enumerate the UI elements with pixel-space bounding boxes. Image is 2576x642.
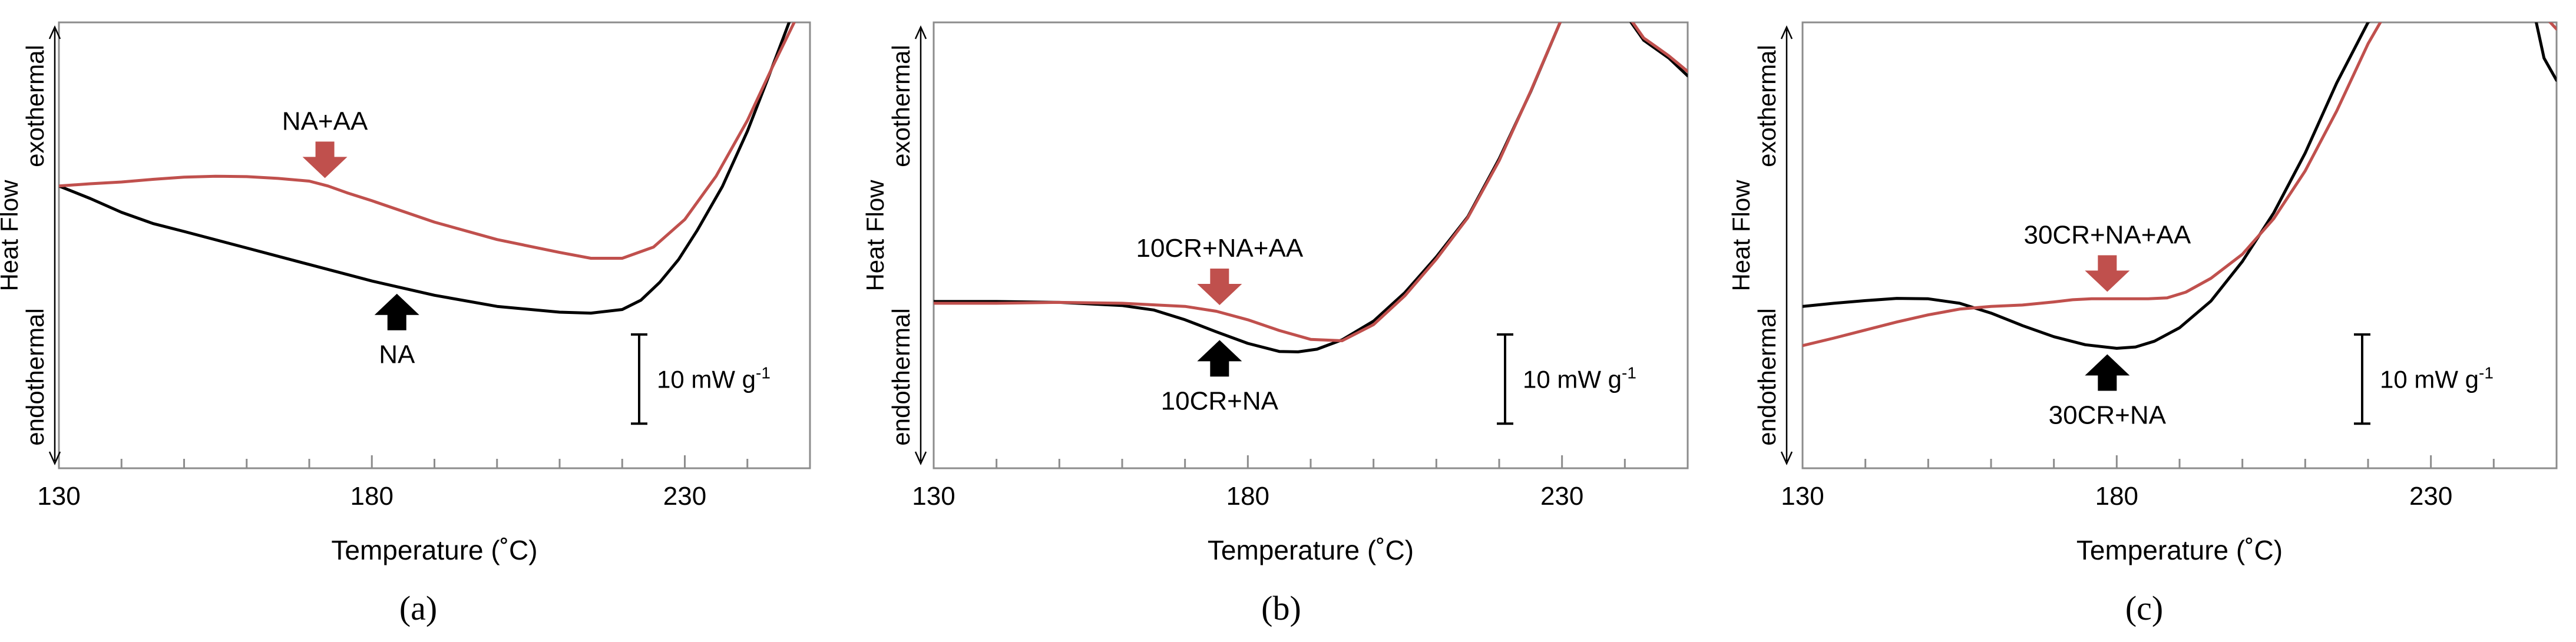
chart-panel-1: 130 180 230 Temperature (˚C) (a) exothermal He… [0, 21, 811, 627]
chart-panel-2: 130 180 230 Temperature (˚C) (b) exothermal He… [861, 21, 1689, 627]
series-line-NA [59, 22, 791, 315]
annotation-label: 30CR+NA [2049, 401, 2167, 430]
arrow-up-icon [1780, 25, 1793, 39]
x-tick-label: 130 [37, 482, 80, 511]
x-tick-label: 130 [912, 482, 955, 511]
x-axis-label: Temperature (˚C) [2076, 535, 2283, 565]
scale-bar-label: 10 mW g-1 [2380, 364, 2494, 393]
y-top-label: exothermal [21, 45, 49, 167]
annotation-arrow-down-icon [1197, 268, 1242, 305]
y-axis-label: Heat Flow [0, 180, 23, 292]
annotation-arrow-down-icon [2085, 255, 2130, 292]
scale-bar-label: 10 mW g-1 [657, 364, 771, 393]
annotation-arrow-up-icon [1197, 340, 1242, 377]
arrow-down-icon [914, 451, 927, 466]
arrow-down-icon [1780, 451, 1793, 466]
arrow-down-icon [48, 451, 61, 466]
x-tick-label: 180 [350, 482, 393, 511]
x-axis-label: Temperature (˚C) [1208, 535, 1414, 565]
annotation-label: 10CR+NA+AA [1136, 234, 1303, 263]
annotation-arrow-down-icon [302, 141, 348, 178]
plot-frame [58, 21, 811, 469]
y-bottom-label: endothermal [1753, 308, 1781, 445]
annotation-label: 10CR+NA [1161, 386, 1279, 415]
arrow-up-icon [914, 25, 927, 39]
x-tick-label: 230 [663, 482, 706, 511]
annotation-arrow-up-icon [2085, 354, 2130, 391]
x-tick-label: 180 [1226, 482, 1269, 511]
annotation-label: NA [379, 340, 415, 369]
x-tick-label: 130 [1781, 482, 1824, 511]
x-tick-label: 180 [2095, 482, 2138, 511]
arrow-up-icon [48, 25, 61, 39]
annotation-arrow-up-icon [374, 293, 419, 330]
annotation-label: 30CR+NA+AA [2023, 220, 2191, 249]
y-bottom-label: endothermal [887, 308, 915, 445]
panel-label: (c) [2125, 589, 2163, 627]
y-axis-label: Heat Flow [1727, 180, 1755, 292]
y-top-label: exothermal [1753, 45, 1781, 167]
x-tick-label: 230 [1540, 482, 1583, 511]
series-line-10CR+NA [934, 22, 1688, 353]
plot-frame [932, 21, 1689, 469]
y-axis-label: Heat Flow [861, 180, 889, 292]
series-line-10CR+NA+AA [934, 22, 1688, 342]
series-line-NA+AA [59, 22, 796, 260]
x-axis-label: Temperature (˚C) [331, 535, 537, 565]
panel-label: (a) [399, 589, 437, 627]
scale-bar-label: 10 mW g-1 [1523, 364, 1636, 393]
y-bottom-label: endothermal [21, 308, 49, 445]
annotation-label: NA+AA [282, 107, 368, 135]
series-line-30CR+NA+AA [1803, 22, 2557, 348]
chart-panel-3: 130 180 230 Temperature (˚C) (c) exothermal He… [1727, 21, 2558, 627]
series-line-30CR+NA [1803, 22, 2557, 350]
x-tick-label: 230 [2409, 482, 2452, 511]
y-top-label: exothermal [887, 45, 915, 167]
panel-label: (b) [1261, 589, 1301, 627]
